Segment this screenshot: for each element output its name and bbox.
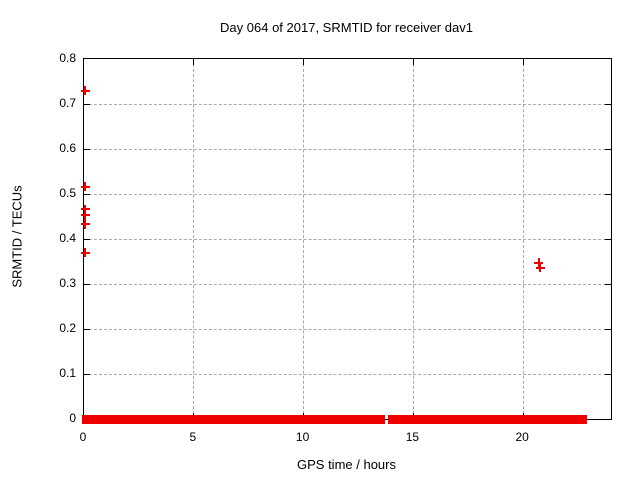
x-tick-top [412, 59, 414, 65]
h-gridline [84, 238, 611, 240]
data-point-plus [534, 258, 544, 268]
zero-band-segment [348, 415, 385, 424]
y-tick-label: 0.4 [59, 231, 76, 245]
h-gridline [84, 148, 611, 150]
y-tick-right [605, 193, 611, 195]
data-point-plus [80, 219, 90, 229]
v-gridline [193, 59, 195, 419]
h-gridline [84, 103, 611, 105]
zero-band-segment [311, 415, 350, 424]
chart-title: Day 064 of 2017, SRMTID for receiver dav… [220, 20, 473, 35]
zero-band-segment [204, 415, 283, 424]
x-tick-label: 0 [79, 430, 87, 444]
zero-band-segment [186, 415, 206, 424]
y-tick-left [84, 283, 90, 285]
y-tick-left [84, 103, 90, 105]
v-gridline [303, 59, 305, 419]
x-tick-label: 5 [189, 430, 197, 444]
zero-band-segment [281, 415, 313, 424]
zero-band-segment [411, 415, 420, 424]
y-tick-label: 0.2 [59, 321, 76, 335]
y-tick-right [605, 283, 611, 285]
y-tick-left [84, 328, 90, 330]
y-tick-left [84, 193, 90, 195]
x-tick-label: 20 [515, 430, 529, 444]
zero-band-segment [125, 415, 155, 424]
y-tick-right [605, 373, 611, 375]
data-point-plus [80, 248, 90, 257]
plot-area [80, 58, 612, 424]
x-axis-label: GPS time / hours [297, 457, 396, 472]
data-point-plus [535, 263, 545, 273]
y-tick-label: 0.8 [59, 51, 76, 65]
zero-band-segment [393, 415, 402, 424]
y-tick-label: 0.5 [59, 186, 76, 200]
zero-band-segment [400, 415, 414, 424]
y-tick-right [605, 148, 611, 150]
y-tick-left [84, 148, 90, 150]
h-gridline [84, 193, 611, 195]
h-gridline [84, 328, 611, 330]
y-tick-label: 0 [69, 411, 76, 425]
data-point-plus [80, 86, 90, 96]
x-tick-top [522, 59, 524, 65]
v-gridline [522, 59, 524, 419]
zero-band-segment [116, 415, 126, 424]
y-tick-label: 0.7 [59, 96, 76, 110]
zero-band-segment [388, 415, 396, 424]
x-tick-top [303, 59, 305, 65]
zero-band-segment [152, 415, 188, 424]
data-point-plus [80, 204, 90, 214]
h-gridline [84, 283, 611, 285]
h-gridline [84, 373, 611, 375]
y-tick-label: 0.1 [59, 366, 76, 380]
x-tick-top [193, 59, 195, 65]
v-gridline [412, 59, 414, 419]
data-point-plus [80, 182, 90, 192]
zero-band-segment [417, 415, 501, 424]
y-tick-left [84, 373, 90, 375]
x-tick-label: 15 [405, 430, 420, 444]
y-tick-label: 0.3 [59, 276, 76, 290]
zero-band-segment [82, 415, 116, 424]
x-tick-label: 10 [295, 430, 310, 444]
zero-band-segment [499, 415, 506, 424]
y-tick-label: 0.6 [59, 141, 76, 155]
y-axis-label: SRMTID / TECUs [9, 185, 25, 288]
y-tick-right [605, 103, 611, 105]
data-point-plus [80, 210, 90, 220]
y-tick-right [605, 328, 611, 330]
zero-band-segment [504, 415, 587, 424]
y-tick-right [605, 238, 611, 240]
y-tick-left [84, 238, 90, 240]
